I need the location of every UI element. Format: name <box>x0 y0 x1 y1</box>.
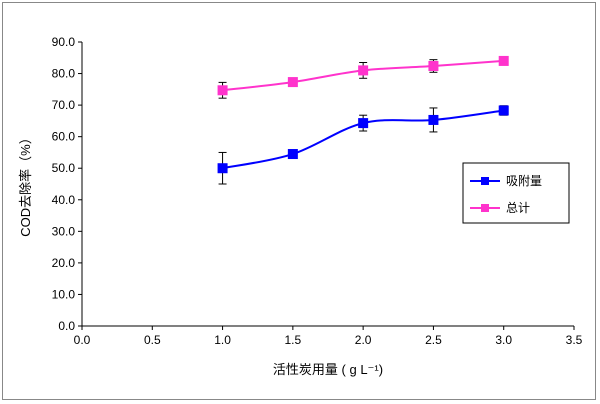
legend-marker <box>481 204 489 212</box>
x-tick-label: 1.5 <box>285 333 302 347</box>
data-point <box>217 163 228 174</box>
x-axis-label: 活性炭用量 ( g L⁻¹) <box>273 362 383 377</box>
y-tick-label: 10.0 <box>52 287 76 301</box>
data-point <box>358 118 369 129</box>
y-tick-label: 70.0 <box>52 98 76 112</box>
y-tick-label: 80.0 <box>52 67 76 81</box>
y-tick-label: 90.0 <box>52 35 76 49</box>
y-tick-label: 30.0 <box>52 224 76 238</box>
y-tick-label: 0.0 <box>58 319 75 333</box>
data-point <box>498 55 509 66</box>
data-point <box>217 85 228 96</box>
y-axis-label: COD去除率（%） <box>18 131 33 236</box>
x-tick-label: 0.5 <box>144 333 161 347</box>
legend-box <box>462 162 570 224</box>
data-point <box>498 105 509 116</box>
data-point <box>287 77 298 88</box>
chart-frame <box>2 2 596 400</box>
data-point <box>428 60 439 71</box>
legend-label: 总计 <box>506 201 530 215</box>
data-point <box>287 149 298 160</box>
x-tick-label: 3.0 <box>495 333 512 347</box>
x-tick-label: 3.5 <box>566 333 583 347</box>
x-tick-label: 2.0 <box>355 333 372 347</box>
y-tick-label: 20.0 <box>52 256 76 270</box>
y-tick-label: 60.0 <box>52 130 76 144</box>
data-point <box>428 114 439 125</box>
data-point <box>358 65 369 76</box>
x-tick-label: 0.0 <box>74 333 91 347</box>
y-tick-label: 50.0 <box>52 161 76 175</box>
x-tick-label: 2.5 <box>425 333 442 347</box>
x-tick-label: 1.0 <box>214 333 231 347</box>
y-tick-label: 40.0 <box>52 193 76 207</box>
legend-marker <box>481 177 489 185</box>
legend-label: 吸附量 <box>506 174 542 188</box>
